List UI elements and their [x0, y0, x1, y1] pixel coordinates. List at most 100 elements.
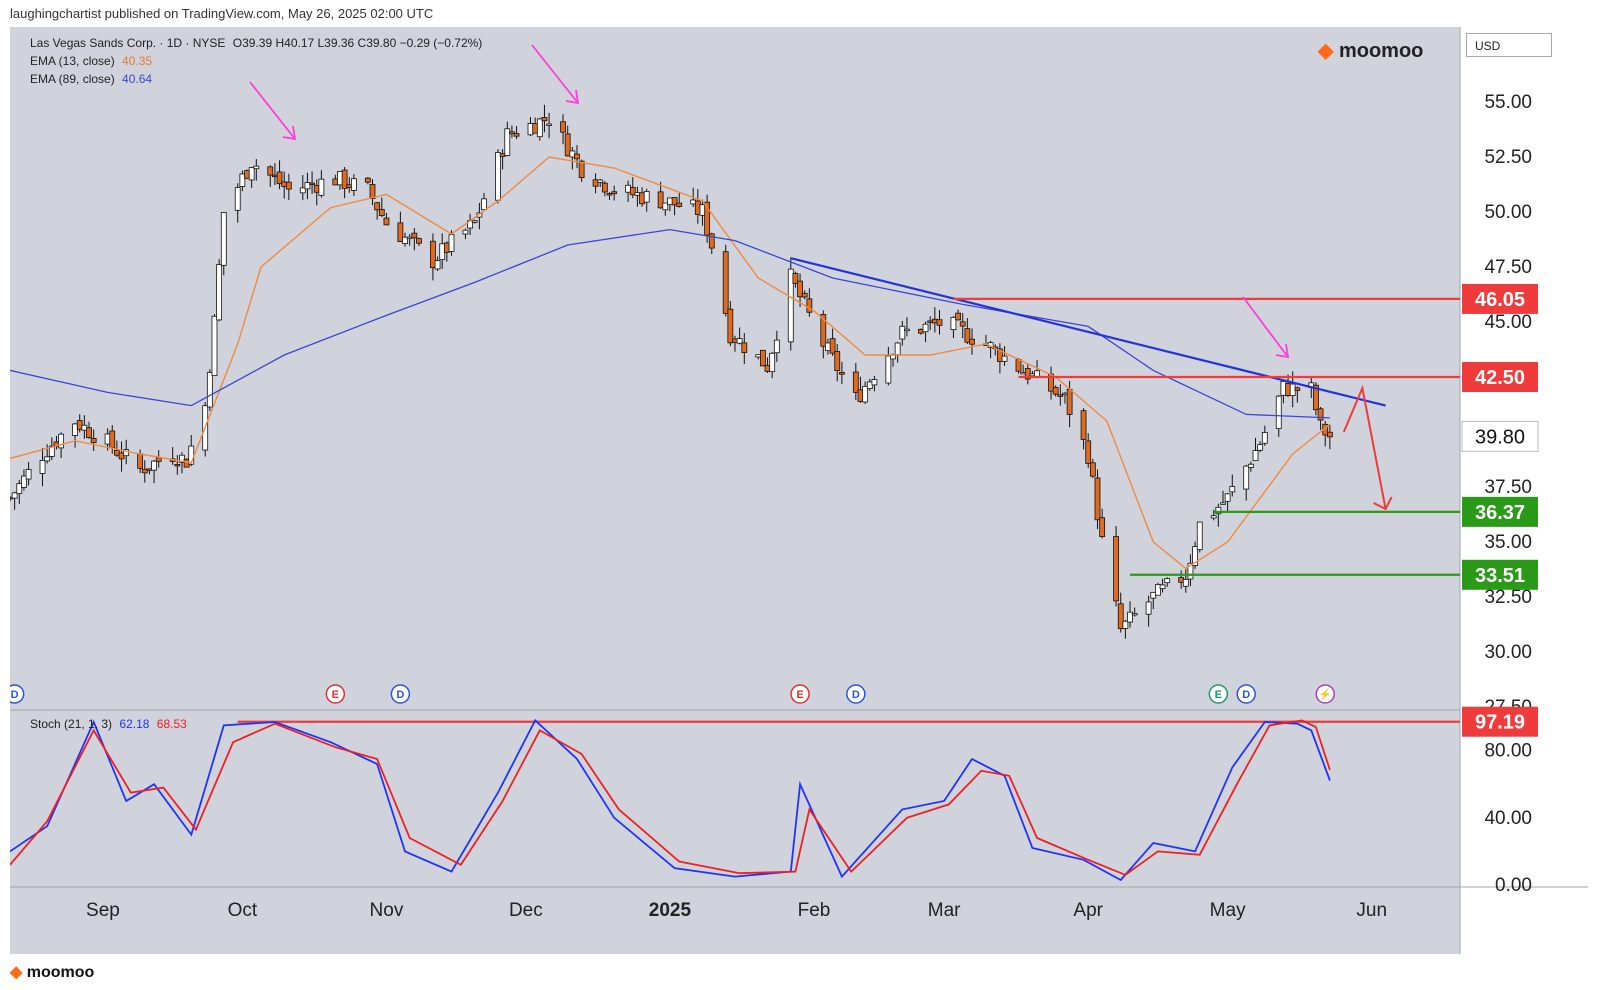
candle-body [364, 177, 371, 183]
candle-body [1247, 463, 1254, 468]
candle-body [1252, 450, 1259, 462]
candle-body [309, 182, 315, 185]
time-tick-label: Mar [928, 900, 961, 921]
event-marker-label: E [796, 689, 803, 701]
event-marker [1315, 684, 1335, 704]
footer-logo: ◆ moomoo [10, 962, 94, 982]
level-tag-support [1462, 496, 1538, 527]
callout-arrow-head [282, 125, 297, 141]
brand-icon: ◆ [1318, 40, 1334, 62]
time-tick-label: Apr [1073, 900, 1103, 921]
candle-body [829, 338, 836, 354]
candle-body [1229, 486, 1236, 493]
level-tag-label: 33.51 [1475, 565, 1525, 587]
price-tick-label: 30.00 [1484, 642, 1532, 663]
candle-body [397, 222, 404, 243]
candle-body [220, 212, 227, 266]
candle-body [560, 121, 566, 133]
time-tick-label: 2025 [649, 900, 692, 921]
price-tick-label: 47.50 [1484, 257, 1532, 278]
brand-logo: ◆ moomoo [1318, 38, 1423, 63]
candle-body [1085, 440, 1092, 464]
forecast-arrow [1342, 384, 1387, 510]
event-marker-label: E [1215, 689, 1222, 701]
ema-89-line [10, 228, 1330, 419]
candle-body [411, 232, 418, 239]
candle-body [997, 348, 1003, 362]
chart-frame[interactable]: 27.5030.0032.5035.0037.5045.0047.5050.00… [10, 27, 1588, 954]
price-tick-label: 45.00 [1484, 312, 1532, 333]
candle-body [1243, 465, 1250, 490]
candle-body [16, 483, 23, 495]
candle-body [950, 317, 957, 331]
forecast-arrow-head [1373, 496, 1393, 511]
candle-body [671, 197, 678, 206]
candle-body [959, 321, 966, 327]
currency-select[interactable]: USD [1466, 33, 1552, 57]
legend-stoch-row: Stoch (21, 1, 3) 62.18 68.53 [30, 717, 187, 731]
candle-body [383, 217, 390, 226]
candle-body [90, 438, 97, 443]
callout-arrow-head [1275, 343, 1290, 359]
callout-arrow [531, 44, 579, 104]
candle-body [1145, 601, 1152, 615]
last-price-tag [1461, 420, 1539, 452]
stoch-tick-label: 0.00 [1495, 875, 1532, 896]
time-tick-label: Jun [1356, 900, 1387, 921]
candle-body [1080, 410, 1087, 440]
candle-body [434, 260, 441, 270]
candle-body [643, 191, 650, 203]
price-tick-label: 52.50 [1484, 147, 1532, 168]
candle-body [206, 372, 213, 408]
candle-body [741, 342, 748, 354]
candle-body [1224, 493, 1231, 502]
candle-body [1220, 502, 1226, 505]
candle-body [25, 469, 32, 480]
time-tick-label: Nov [370, 900, 404, 921]
stoch-k-value: 62.18 [119, 717, 150, 731]
event-marker-label: D [396, 689, 404, 701]
candle-body [1261, 432, 1268, 444]
candle-body [1089, 462, 1096, 477]
legend-ohlc: O39.39 H40.17 L39.36 C39.80 −0.29 (−0.72… [232, 36, 483, 50]
price-tick-label: 55.00 [1484, 92, 1532, 113]
candle-body [1196, 521, 1203, 551]
candle-body [773, 339, 780, 354]
candle-body [137, 453, 144, 469]
candle-body [1275, 395, 1282, 429]
candle-body [1117, 603, 1124, 630]
candle-body [592, 179, 599, 187]
candle-body [899, 325, 906, 340]
candle-body [318, 178, 325, 196]
last-price-label: 39.80 [1475, 426, 1525, 448]
candle-body [72, 423, 78, 436]
candle-body [852, 371, 859, 393]
event-marker [10, 684, 25, 704]
candle-body [1131, 613, 1138, 616]
candle-body [601, 182, 608, 193]
candle-body [1094, 477, 1101, 521]
event-marker-label: ⚡ [1318, 688, 1332, 701]
candle-body [58, 433, 65, 449]
ema-fast-label: EMA (13, close) [30, 54, 115, 68]
price-chart-svg[interactable]: 27.5030.0032.5035.0037.5045.0047.5050.00… [10, 27, 1588, 954]
candle-body [239, 173, 246, 187]
candle-body [462, 229, 469, 235]
candle-body [151, 460, 157, 471]
event-marker [1236, 684, 1256, 704]
time-tick-label: Feb [798, 900, 831, 921]
candle-body [374, 202, 381, 211]
price-tick-label: 50.00 [1484, 202, 1532, 223]
candle-body [541, 117, 548, 122]
candle-body [513, 133, 520, 137]
candle-body [1001, 355, 1008, 362]
candle-body [797, 280, 803, 298]
candle-body [299, 187, 306, 194]
candle-body [904, 328, 910, 332]
candle-body [1164, 578, 1171, 584]
candle-body [574, 153, 580, 160]
candle-body [736, 338, 743, 344]
footer-logo-icon: ◆ [10, 964, 23, 981]
candle-body [657, 191, 664, 209]
candle-body [801, 292, 808, 298]
